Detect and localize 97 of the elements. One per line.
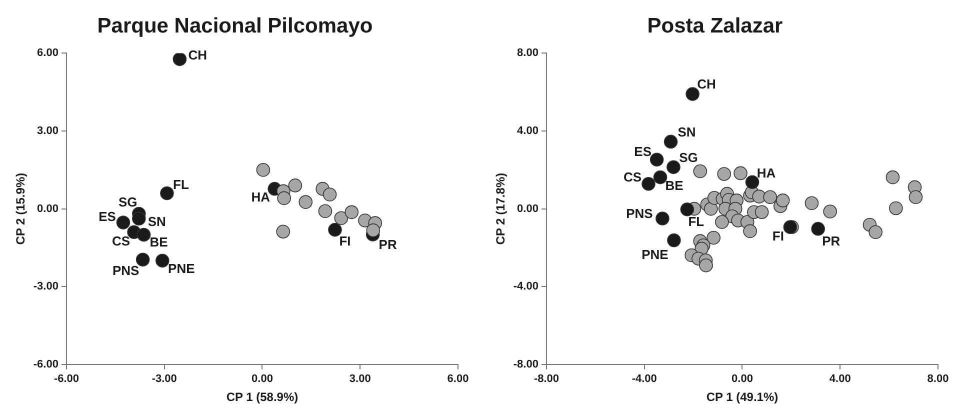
point [693, 164, 708, 178]
y-tick-label: -4.00 [513, 280, 538, 293]
point [277, 191, 291, 206]
point [160, 186, 174, 200]
point [276, 224, 290, 239]
annotation: PNE [642, 246, 669, 262]
point [763, 190, 778, 204]
point [653, 170, 668, 184]
point [318, 204, 332, 218]
point [132, 212, 146, 226]
x-tick-label: 3.00 [349, 373, 371, 386]
x-tick-label: -8.00 [534, 373, 560, 386]
annotation: PNE [168, 261, 196, 276]
y-axis-title: CP 2 (15.9%) [14, 172, 28, 245]
y-axis-title: CP 2 (17.8%) [494, 172, 508, 245]
annotation: FL [173, 176, 189, 192]
point [823, 204, 837, 218]
point [172, 53, 187, 66]
annotation: SN [678, 124, 696, 140]
y-tick-label: 6.00 [37, 47, 58, 60]
annotation: PNS [112, 263, 140, 278]
x-tick-label: -3.00 [152, 373, 177, 386]
annotation: CS [112, 234, 130, 249]
annotation: ES [634, 144, 652, 160]
y-tick-label: 4.00 [517, 125, 538, 138]
point [136, 252, 150, 267]
point [686, 87, 700, 101]
point [868, 225, 882, 240]
point [642, 177, 656, 191]
point [743, 224, 757, 238]
point [664, 134, 678, 149]
point [366, 223, 380, 238]
annotation: BE [665, 178, 684, 193]
x-tick-label: 0.00 [732, 373, 753, 386]
point [288, 178, 302, 192]
y-tick-label: 0.00 [517, 202, 538, 215]
point [650, 152, 664, 166]
point [889, 201, 903, 216]
y-tick-label: -6.00 [33, 358, 58, 370]
point [344, 205, 359, 220]
annotation: HA [756, 166, 776, 181]
point [706, 230, 721, 245]
annotation: PNS [626, 206, 654, 222]
annotation: ES [98, 209, 116, 224]
point [886, 170, 900, 184]
point [715, 215, 729, 229]
annotation: BE [150, 234, 168, 250]
annotation: CH [697, 76, 716, 92]
point [667, 233, 681, 248]
x-tick-label: 8.00 [927, 373, 949, 386]
point [322, 188, 337, 202]
annotation: CH [188, 48, 208, 63]
annotation: FI [772, 228, 784, 244]
point [776, 194, 790, 208]
x-tick-label: 4.00 [829, 373, 851, 386]
x-axis-title: CP 1 (49.1%) [706, 390, 778, 404]
annotation: CS [623, 169, 642, 184]
point [136, 228, 151, 242]
point [754, 205, 769, 220]
x-tick-label: -6.00 [54, 373, 80, 386]
annotation: PR [822, 233, 841, 248]
point [704, 202, 718, 216]
annotation: SG [679, 150, 698, 165]
annotation: SN [148, 214, 166, 230]
point [745, 175, 760, 190]
point [734, 166, 748, 180]
point [155, 254, 170, 268]
y-tick-label: -8.00 [513, 358, 538, 370]
x-axis-title: CP 1 (58.9%) [226, 390, 298, 404]
point [752, 190, 766, 204]
y-tick-label: -3.00 [33, 280, 58, 293]
point [256, 163, 270, 177]
y-tick-label: 3.00 [37, 125, 58, 138]
x-tick-label: -4.00 [632, 373, 657, 386]
chart-title: Parque Nacional Pilcomayo [97, 14, 373, 38]
y-tick-label: 0.00 [37, 202, 58, 215]
x-tick-label: 0.00 [252, 373, 273, 386]
annotation: SG [118, 194, 138, 210]
chart-title: Posta Zalazar [647, 14, 783, 38]
point [680, 202, 694, 216]
annotation: FI [339, 233, 351, 248]
point [298, 195, 313, 209]
x-tick-label: 6.00 [447, 373, 469, 386]
point [656, 212, 670, 226]
annotation: HA [251, 189, 271, 204]
point [717, 167, 732, 181]
point [666, 160, 680, 174]
annotation: FL [688, 214, 704, 229]
point [699, 258, 713, 272]
point [908, 190, 923, 204]
annotation: PR [378, 237, 398, 252]
y-tick-label: 8.00 [517, 47, 538, 60]
point [334, 211, 348, 226]
point [804, 196, 819, 210]
point [116, 216, 130, 230]
point [328, 222, 342, 237]
point [811, 222, 825, 236]
